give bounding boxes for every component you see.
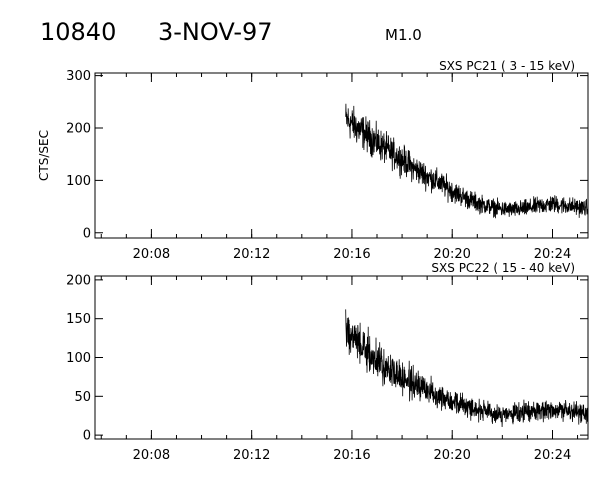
x-tick-label: 20:24 bbox=[534, 448, 571, 463]
x-tick-label: 20:20 bbox=[433, 448, 470, 463]
y-tick-label: 300 bbox=[66, 69, 91, 84]
flare-id: 10840 bbox=[40, 18, 116, 46]
panel-pc21: SXS PC21 ( 3 - 15 keV) CTS/SEC 0 100 200 30… bbox=[37, 59, 589, 262]
series-line bbox=[345, 309, 589, 428]
y-tick-label: 0 bbox=[83, 429, 91, 444]
x-tick-label: 20:12 bbox=[233, 247, 270, 262]
x-tick-label: 20:08 bbox=[133, 247, 170, 262]
y-tick-label: 100 bbox=[66, 351, 91, 366]
y-tick-label: 100 bbox=[66, 174, 91, 189]
x-tick-label: 20:12 bbox=[233, 448, 270, 463]
panel-title: SXS PC21 ( 3 - 15 keV) bbox=[439, 59, 575, 73]
series-line bbox=[345, 103, 589, 219]
y-tick-label: 50 bbox=[74, 390, 91, 405]
x-tick-label: 20:16 bbox=[333, 247, 370, 262]
x-tick-label: 20:16 bbox=[333, 448, 370, 463]
observation-date: 3-NOV-97 bbox=[158, 18, 273, 46]
goes-class: M1.0 bbox=[385, 26, 422, 44]
x-tick-label: 20:08 bbox=[133, 448, 170, 463]
x-tick-label: 20:24 bbox=[534, 247, 571, 262]
y-tick-label: 150 bbox=[66, 312, 91, 327]
y-axis-label: CTS/SEC bbox=[37, 130, 51, 181]
panel-pc22: SXS PC22 ( 15 - 40 keV) 0 50 100 150 200 20:0… bbox=[66, 261, 589, 463]
plot-frame bbox=[94, 72, 589, 239]
y-tick-label: 200 bbox=[66, 122, 91, 137]
y-tick-label: 0 bbox=[83, 226, 91, 241]
x-tick-label: 20:20 bbox=[433, 247, 470, 262]
panel-title: SXS PC22 ( 15 - 40 keV) bbox=[431, 261, 575, 275]
y-tick-label: 200 bbox=[66, 273, 91, 288]
